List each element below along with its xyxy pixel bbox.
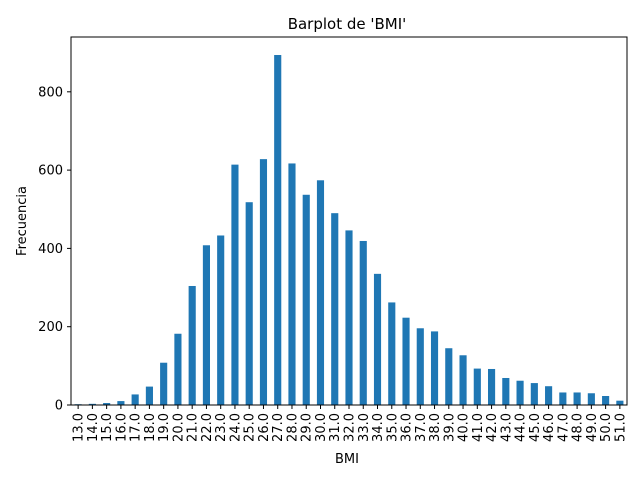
x-tick-label: 16.0 <box>114 413 129 442</box>
bar-28.0 <box>288 163 296 405</box>
x-tick-label: 21.0 <box>186 413 201 442</box>
x-tick-label: 36.0 <box>400 413 415 442</box>
x-tick-label: 20.0 <box>171 413 186 442</box>
bar-48.0 <box>573 392 581 405</box>
x-tick-label: 49.0 <box>585 413 600 442</box>
x-tick-label: 48.0 <box>571 413 586 442</box>
x-tick-label: 42.0 <box>485 413 500 442</box>
x-tick-label: 33.0 <box>357 413 372 442</box>
x-axis-ticks: 13.0 14.0 15.0 16.0 17.0 18.0 19.0 20.0 21.0 22.0… <box>72 405 628 442</box>
bar-43.0 <box>502 377 510 405</box>
x-tick-label: 27.0 <box>271 413 286 442</box>
bar-42.0 <box>488 368 496 405</box>
x-tick-label: 26.0 <box>257 413 272 442</box>
x-tick-label: 31.0 <box>328 413 343 442</box>
x-tick-label: 32.0 <box>343 413 358 442</box>
x-tick-label: 35.0 <box>385 413 400 442</box>
x-tick-label: 43.0 <box>499 413 514 442</box>
bar-39.0 <box>445 348 453 405</box>
bar-32.0 <box>345 230 353 405</box>
bar-41.0 <box>473 368 481 405</box>
bars-group <box>74 55 624 405</box>
x-tick-label: 39.0 <box>442 413 457 442</box>
plot-frame <box>70 36 628 406</box>
x-tick-label: 50.0 <box>599 413 614 442</box>
bar-44.0 <box>516 380 524 405</box>
x-tick-label: 18.0 <box>143 413 158 442</box>
x-tick-label: 14.0 <box>86 413 101 442</box>
x-tick-label: 19.0 <box>157 413 172 442</box>
bar-26.0 <box>259 159 268 405</box>
bar-14.0 <box>88 403 96 405</box>
x-tick-label: 29.0 <box>300 413 315 442</box>
bar-50.0 <box>602 396 610 405</box>
x-tick-label: 22.0 <box>200 413 215 442</box>
bar-46.0 <box>545 386 553 405</box>
x-tick-label: 38.0 <box>428 413 443 442</box>
x-tick-label: 47.0 <box>556 413 571 442</box>
x-tick-label: 40.0 <box>457 413 472 442</box>
bar-35.0 <box>388 302 396 405</box>
bar-45.0 <box>530 383 538 405</box>
y-axis-label: Frecuencia <box>15 186 30 256</box>
bar-15.0 <box>103 403 111 405</box>
bar-16.0 <box>117 401 125 405</box>
bar-31.0 <box>331 213 339 405</box>
x-tick-label: 24.0 <box>228 413 243 442</box>
bar-21.0 <box>188 285 196 405</box>
x-tick-label: 45.0 <box>528 413 543 442</box>
bar-23.0 <box>217 235 225 405</box>
y-tick-label: 200 <box>38 320 63 335</box>
bar-27.0 <box>274 55 282 405</box>
y-tick-label: 0 <box>55 399 63 414</box>
bar-24.0 <box>231 164 239 405</box>
bar-34.0 <box>373 273 382 405</box>
bar-49.0 <box>587 393 595 405</box>
x-tick-label: 30.0 <box>314 413 329 442</box>
x-tick-label: 28.0 <box>285 413 300 442</box>
x-axis-label: BMI <box>335 452 359 467</box>
y-axis-ticks: 0 200 400 600 800 <box>38 85 71 414</box>
x-tick-label: 44.0 <box>514 413 529 442</box>
bar-30.0 <box>316 180 325 405</box>
y-tick-label: 800 <box>38 85 63 100</box>
bar-19.0 <box>160 362 168 405</box>
bar-40.0 <box>459 355 467 405</box>
bar-25.0 <box>245 202 253 405</box>
x-tick-label: 46.0 <box>542 413 557 442</box>
bar-17.0 <box>131 394 139 405</box>
x-tick-label: 37.0 <box>414 413 429 442</box>
bar-33.0 <box>359 240 367 405</box>
x-tick-label: 25.0 <box>243 413 258 442</box>
y-tick-label: 600 <box>38 164 63 179</box>
chart-title: Barplot de 'BMI' <box>288 15 407 33</box>
x-tick-label: 13.0 <box>72 413 87 442</box>
bar-29.0 <box>302 194 310 405</box>
bar-18.0 <box>145 386 153 405</box>
x-tick-label: 15.0 <box>100 413 115 442</box>
y-tick-label: 400 <box>38 242 63 257</box>
bar-20.0 <box>174 333 182 405</box>
bar-38.0 <box>430 331 439 405</box>
bar-37.0 <box>416 328 424 405</box>
x-tick-label: 17.0 <box>129 413 144 442</box>
x-tick-label: 41.0 <box>471 413 486 442</box>
x-tick-label: 51.0 <box>613 413 628 442</box>
x-tick-label: 23.0 <box>214 413 229 442</box>
bar-22.0 <box>202 245 210 405</box>
bar-51.0 <box>616 400 624 405</box>
bar-47.0 <box>559 392 567 405</box>
x-tick-label: 34.0 <box>371 413 386 442</box>
bar-36.0 <box>402 317 410 405</box>
